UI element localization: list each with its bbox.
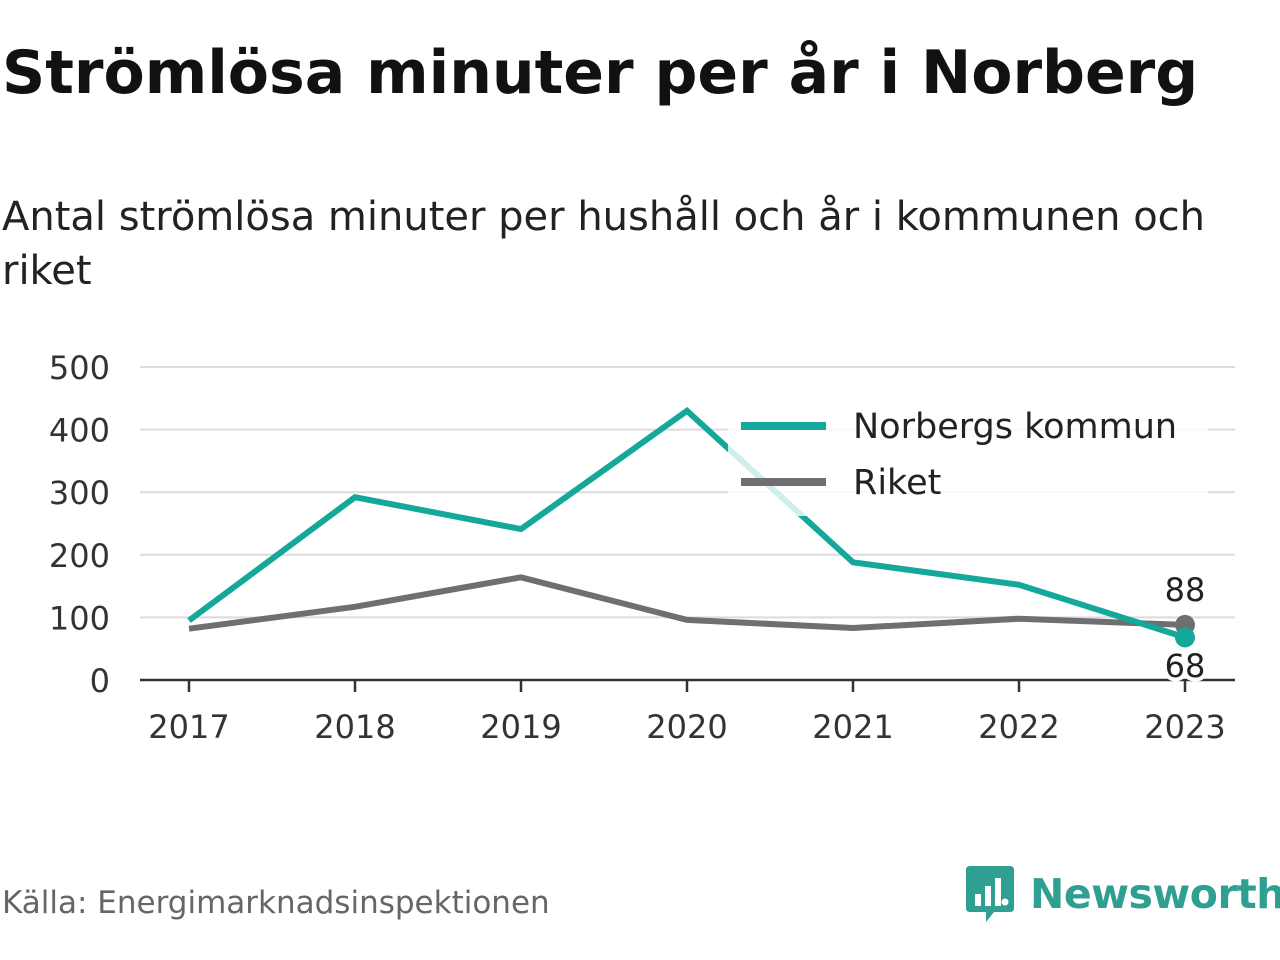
brand-name: Newsworthy — [1030, 870, 1280, 918]
x-tick-label: 2020 — [646, 708, 727, 746]
x-tick-label: 2022 — [978, 708, 1059, 746]
brand-logo: Newsworthy — [964, 864, 1280, 924]
end-point-norberg — [1175, 627, 1195, 648]
x-tick-label: 2023 — [1144, 708, 1225, 746]
source-note: Källa: Energimarknadsinspektionen — [2, 885, 550, 921]
legend-background — [728, 398, 1208, 516]
x-tick-label: 2019 — [480, 708, 561, 746]
chart-title: Strömlösa minuter per år i Norberg — [2, 38, 1199, 108]
newsworthy-logo-icon — [966, 866, 1014, 922]
chart-subtitle: Antal strömlösa minuter per hushåll och … — [2, 194, 1206, 294]
y-tick-label: 100 — [49, 599, 110, 637]
end-label-riket: 88 — [1165, 571, 1206, 609]
y-tick-label: 300 — [49, 474, 110, 512]
legend-label-riket: Riket — [853, 463, 941, 503]
y-tick-label: 400 — [49, 412, 110, 450]
series-line-norberg — [187, 406, 1186, 641]
y-tick-label: 200 — [49, 537, 110, 575]
y-tick-label: 500 — [49, 349, 110, 387]
x-tick-label: 2018 — [314, 708, 395, 746]
end-label-norberg: 68 — [1165, 647, 1206, 685]
legend-label-norberg: Norbergs kommun — [853, 407, 1177, 447]
x-tick-label: 2017 — [148, 708, 229, 746]
y-tick-label: 0 — [90, 662, 110, 700]
x-tick-label: 2021 — [812, 708, 893, 746]
line-chart: 0 100 200 300 400 500 2017 2018 2019 2020 2021 2022… — [49, 349, 1235, 746]
series-line-riket — [188, 574, 1186, 632]
